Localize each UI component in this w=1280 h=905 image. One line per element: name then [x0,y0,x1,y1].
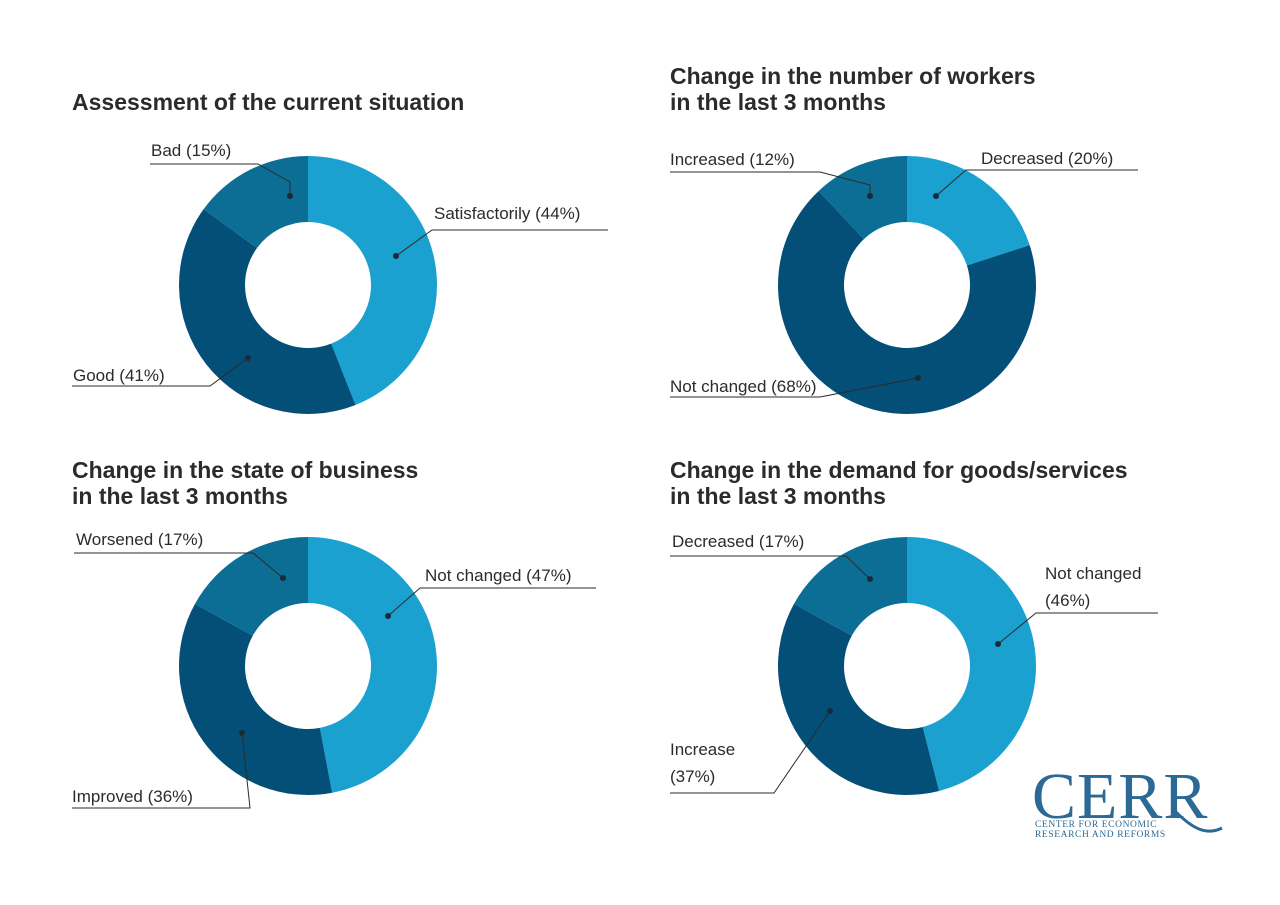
leader-dot [245,355,251,361]
chart-title: in the last 3 months [670,483,886,509]
chart-title: Change in the state of business [72,457,418,483]
chart-title: Change in the number of workers [670,63,1036,89]
leader-line [150,163,291,196]
slice-label: Increase [670,740,735,759]
leader-line [670,710,831,794]
leader-dot [995,641,1001,647]
leader-line [670,555,871,580]
slice-label: Decreased (20%) [981,149,1113,168]
logo-swash [1174,810,1223,833]
leader-line [997,612,1158,645]
leader-dot [867,576,873,582]
leader-dot [385,613,391,619]
slice-label: Improved (36%) [72,787,193,806]
leader-line [670,377,919,398]
logo-wordmark: CERR [1032,760,1208,833]
slice-label: Increased (12%) [670,150,795,169]
donut-slice-decreased [793,537,907,636]
leader-dot [915,375,921,381]
leader-dot [933,193,939,199]
leader-dot [867,193,873,199]
leader-dot [287,193,293,199]
donut-slice-increased [818,156,907,240]
leader-dot [239,730,245,736]
leader-dot [393,253,399,259]
leader-dot [280,575,286,581]
donut-slice-not-changed [308,537,437,793]
leader-line [72,732,251,809]
leader-line [387,587,596,617]
leader-dot [827,708,833,714]
chart-title: Change in the demand for goods/services [670,457,1128,483]
leader-line [935,169,1138,197]
logo-subtitle-line2: RESEARCH AND REFORMS [1035,830,1166,840]
slice-label: Good (41%) [73,366,165,385]
chart-workers: Change in the number of workers in the l… [670,63,1138,414]
leader-line [395,229,608,257]
donut-slice-decreased [907,156,1030,266]
logo-subtitle-line1: CENTER FOR ECONOMIC [1035,820,1157,830]
chart-title: in the last 3 months [72,483,288,509]
slice-label: Not changed (47%) [425,566,571,585]
donut-slice-good [178,209,356,414]
chart-assessment: Assessment of the current situation Sati… [72,89,608,414]
donut-slice-not-changed [778,190,1036,414]
slice-label: (46%) [1045,591,1090,610]
leader-line [72,357,249,387]
slice-label: Not changed [1045,564,1141,583]
donut-slice-improved [179,603,333,795]
chart-title: in the last 3 months [670,89,886,115]
donut-slice-worsened [194,537,308,636]
donut-slice-increase [778,603,940,795]
cerr-logo: CERR CENTER FOR ECONOMIC RESEARCH AND RE… [1032,760,1223,840]
donut-slice-not-changed [907,537,1036,791]
leader-line [670,171,871,196]
leader-line [74,552,284,579]
slice-label: Decreased (17%) [672,532,804,551]
slice-label: Worsened (17%) [76,530,203,549]
slice-label: Satisfactorily (44%) [434,204,580,223]
slice-label: (37%) [670,767,715,786]
chart-demand: Change in the demand for goods/services … [670,457,1158,795]
slice-label: Bad (15%) [151,141,231,160]
slice-label: Not changed (68%) [670,377,816,396]
donut-slice-satisfactorily [308,156,438,405]
chart-title: Assessment of the current situation [72,89,464,115]
donut-slice-bad [203,156,308,248]
chart-business: Change in the state of business in the l… [72,457,596,809]
